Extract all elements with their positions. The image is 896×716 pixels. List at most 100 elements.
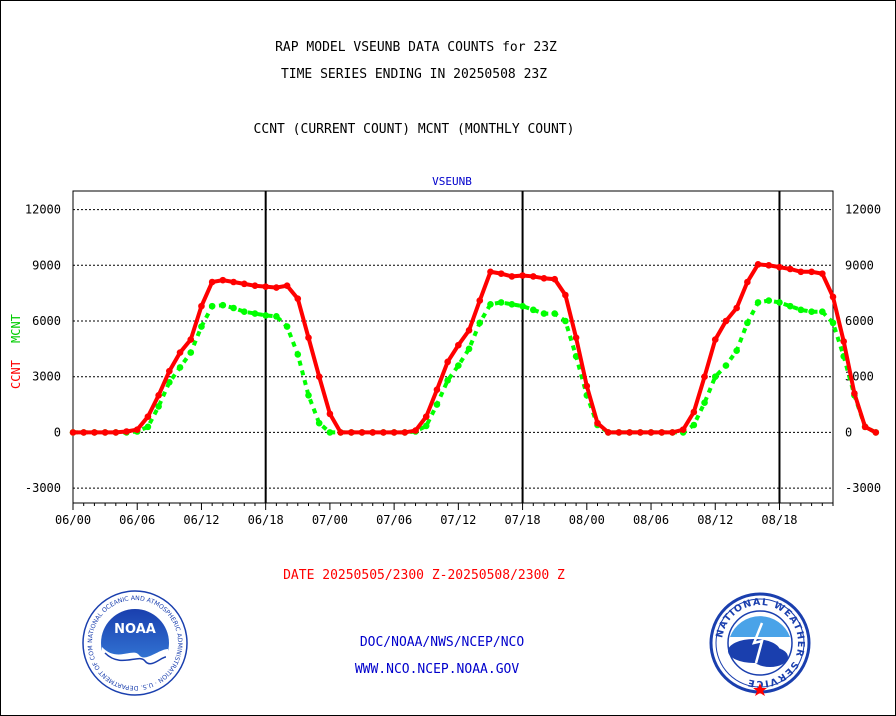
data-point-ccnt (487, 268, 494, 276)
data-point-mcnt (733, 347, 740, 355)
data-point-mcnt (305, 391, 312, 399)
data-point-ccnt (273, 284, 280, 291)
data-point-mcnt (551, 310, 558, 317)
data-point-ccnt (133, 426, 141, 433)
x-tick-label: 06/00 (55, 513, 91, 527)
data-point-mcnt (208, 302, 216, 310)
data-point-ccnt (69, 429, 77, 436)
data-point-mcnt (829, 319, 837, 327)
data-point-ccnt (583, 382, 591, 390)
data-point-ccnt (401, 429, 409, 436)
data-point-mcnt (562, 317, 569, 325)
data-point-ccnt (251, 282, 259, 290)
data-point-ccnt (348, 429, 355, 436)
series-line-ccnt (73, 262, 877, 435)
data-point-ccnt (455, 341, 462, 349)
data-point-ccnt (658, 429, 666, 436)
data-point-mcnt (487, 300, 494, 308)
data-point-ccnt (594, 419, 601, 427)
data-point-ccnt (529, 273, 537, 280)
data-point-ccnt (369, 429, 377, 436)
data-point-ccnt (669, 429, 676, 436)
data-point-ccnt (444, 358, 451, 366)
data-point-mcnt (187, 349, 195, 356)
data-point-ccnt (765, 261, 773, 269)
data-point-ccnt (797, 268, 805, 276)
data-point-ccnt (679, 426, 687, 433)
data-point-mcnt (240, 308, 248, 316)
data-point-ccnt (380, 429, 387, 436)
data-point-mcnt (744, 319, 751, 327)
data-point-ccnt (604, 429, 612, 436)
data-point-ccnt (283, 282, 291, 290)
data-point-mcnt (155, 403, 162, 410)
nws-logo: NATIONAL WEATHER SERVICE (709, 592, 811, 696)
data-point-mcnt (283, 323, 291, 330)
data-point-ccnt (412, 427, 419, 434)
y-tick-label-right: 9000 (845, 258, 874, 272)
data-point-mcnt (230, 304, 237, 312)
data-point-mcnt (444, 377, 451, 384)
data-point-mcnt (818, 308, 826, 316)
y-tick-label-right: 6000 (845, 314, 874, 328)
data-point-ccnt (476, 297, 484, 304)
data-point-mcnt (572, 352, 580, 360)
data-point-ccnt (262, 283, 269, 290)
data-point-ccnt (829, 293, 837, 301)
data-point-ccnt (230, 278, 237, 286)
data-point-mcnt (294, 351, 302, 358)
footer-org-line: DOC/NOAA/NWS/NCEP/NCO (360, 635, 525, 650)
data-point-ccnt (315, 373, 323, 381)
data-point-mcnt (690, 421, 698, 429)
data-point-mcnt (786, 302, 794, 310)
data-point-ccnt (626, 429, 633, 436)
data-point-ccnt (198, 302, 205, 310)
plot-area (72, 190, 834, 504)
data-point-mcnt (455, 362, 462, 369)
data-point-mcnt (797, 306, 805, 314)
data-point-ccnt (562, 291, 569, 299)
x-tick-label: 07/12 (440, 513, 476, 527)
x-tick-label: 06/18 (248, 513, 284, 527)
y-tick-label-left: 3000 (32, 370, 61, 384)
series-line-mcnt (73, 298, 877, 435)
data-point-ccnt (101, 429, 109, 436)
data-point-mcnt (166, 378, 173, 386)
data-point-ccnt (91, 429, 98, 436)
y-tick-label-left: 9000 (32, 258, 61, 272)
data-point-ccnt (219, 276, 227, 284)
data-point-ccnt (851, 390, 858, 397)
data-point-ccnt (637, 429, 644, 436)
data-point-ccnt (786, 265, 794, 273)
data-point-ccnt (123, 428, 130, 435)
data-point-mcnt (701, 399, 708, 407)
data-point-ccnt (615, 429, 623, 436)
data-point-ccnt (187, 336, 195, 343)
data-point-mcnt (529, 306, 537, 314)
x-tick-label: 06/12 (183, 513, 219, 527)
data-point-mcnt (765, 297, 773, 304)
data-point-ccnt (422, 413, 430, 420)
data-point-ccnt (690, 408, 698, 416)
data-point-ccnt (294, 295, 302, 303)
data-point-ccnt (711, 336, 719, 343)
x-tick-label: 06/06 (119, 513, 155, 527)
data-point-ccnt (808, 268, 815, 276)
x-tick-label: 07/00 (312, 513, 348, 527)
footer-url-line[interactable]: WWW.NCO.NCEP.NOAA.GOV (355, 662, 520, 677)
data-point-mcnt (251, 310, 259, 317)
data-point-mcnt (754, 299, 762, 306)
data-point-mcnt (273, 313, 280, 320)
data-point-mcnt (722, 362, 730, 369)
data-point-ccnt (508, 273, 516, 280)
data-point-mcnt (519, 302, 526, 310)
data-point-mcnt (540, 310, 548, 317)
data-point-mcnt (433, 401, 441, 408)
data-point-mcnt (422, 422, 430, 430)
data-point-mcnt (808, 308, 815, 316)
data-point-mcnt (476, 319, 484, 327)
data-point-mcnt (497, 299, 505, 306)
data-point-ccnt (240, 280, 248, 288)
data-point-ccnt (776, 263, 783, 271)
